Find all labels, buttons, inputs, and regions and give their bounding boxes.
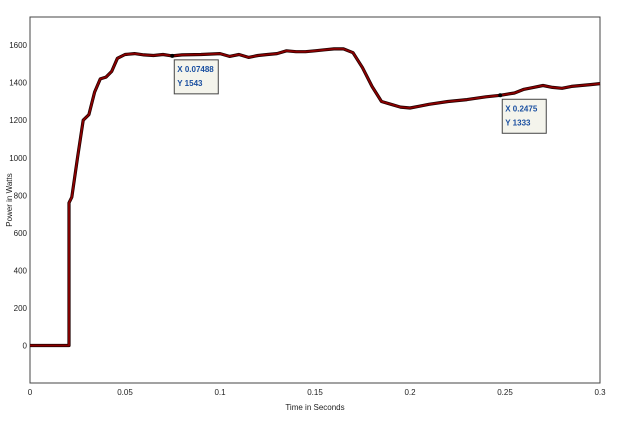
- data-tip-y-text: Y 1543: [177, 79, 203, 88]
- x-tick-label: 0.15: [307, 388, 323, 397]
- data-tip[interactable]: X 0.2475 Y 1333: [498, 93, 547, 134]
- plot-frame: [29, 16, 601, 384]
- x-tick-label: 0.25: [497, 388, 513, 397]
- y-axis-label: Power in Watts: [5, 173, 14, 227]
- x-tick-label: 0.3: [594, 388, 606, 397]
- y-tick-label: 1000: [9, 154, 27, 163]
- x-tick-label: 0.1: [214, 388, 226, 397]
- y-tick-label: 0: [23, 341, 28, 350]
- y-tick-label: 200: [14, 304, 28, 313]
- data-tip-marker: [498, 93, 503, 98]
- x-tick-label: 0.2: [404, 388, 416, 397]
- y-tick-label: 600: [14, 229, 28, 238]
- y-tick-label: 1600: [9, 41, 27, 50]
- x-tick-label: 0: [28, 388, 33, 397]
- y-tick-label: 1200: [9, 116, 27, 125]
- series-layer: [30, 47, 601, 348]
- x-tick-label: 0.05: [117, 388, 133, 397]
- x-axis-label: Time in Seconds: [285, 403, 344, 412]
- data-tip-x-text: X 0.07488: [177, 65, 214, 74]
- y-tick-label: 800: [14, 191, 28, 200]
- data-tip-y-text: Y 1333: [505, 118, 531, 127]
- data-tip-box: [173, 59, 219, 95]
- data-tip-box: [501, 98, 547, 134]
- y-tick-label: 400: [14, 266, 28, 275]
- data-tip-x-text: X 0.2475: [505, 104, 538, 113]
- series-line: [30, 48, 601, 347]
- data-tip[interactable]: X 0.07488 Y 1543: [170, 53, 219, 95]
- data-tip-marker: [170, 53, 175, 58]
- axes-layer: 0 200 400 600 800 1000 1200 1400 1600 0 0.05 0.1 0.1…: [5, 16, 606, 412]
- annotation-layer: X 0.07488 Y 1543 X 0.2475 Y 1333: [170, 53, 547, 134]
- y-tick-label: 1400: [9, 79, 27, 88]
